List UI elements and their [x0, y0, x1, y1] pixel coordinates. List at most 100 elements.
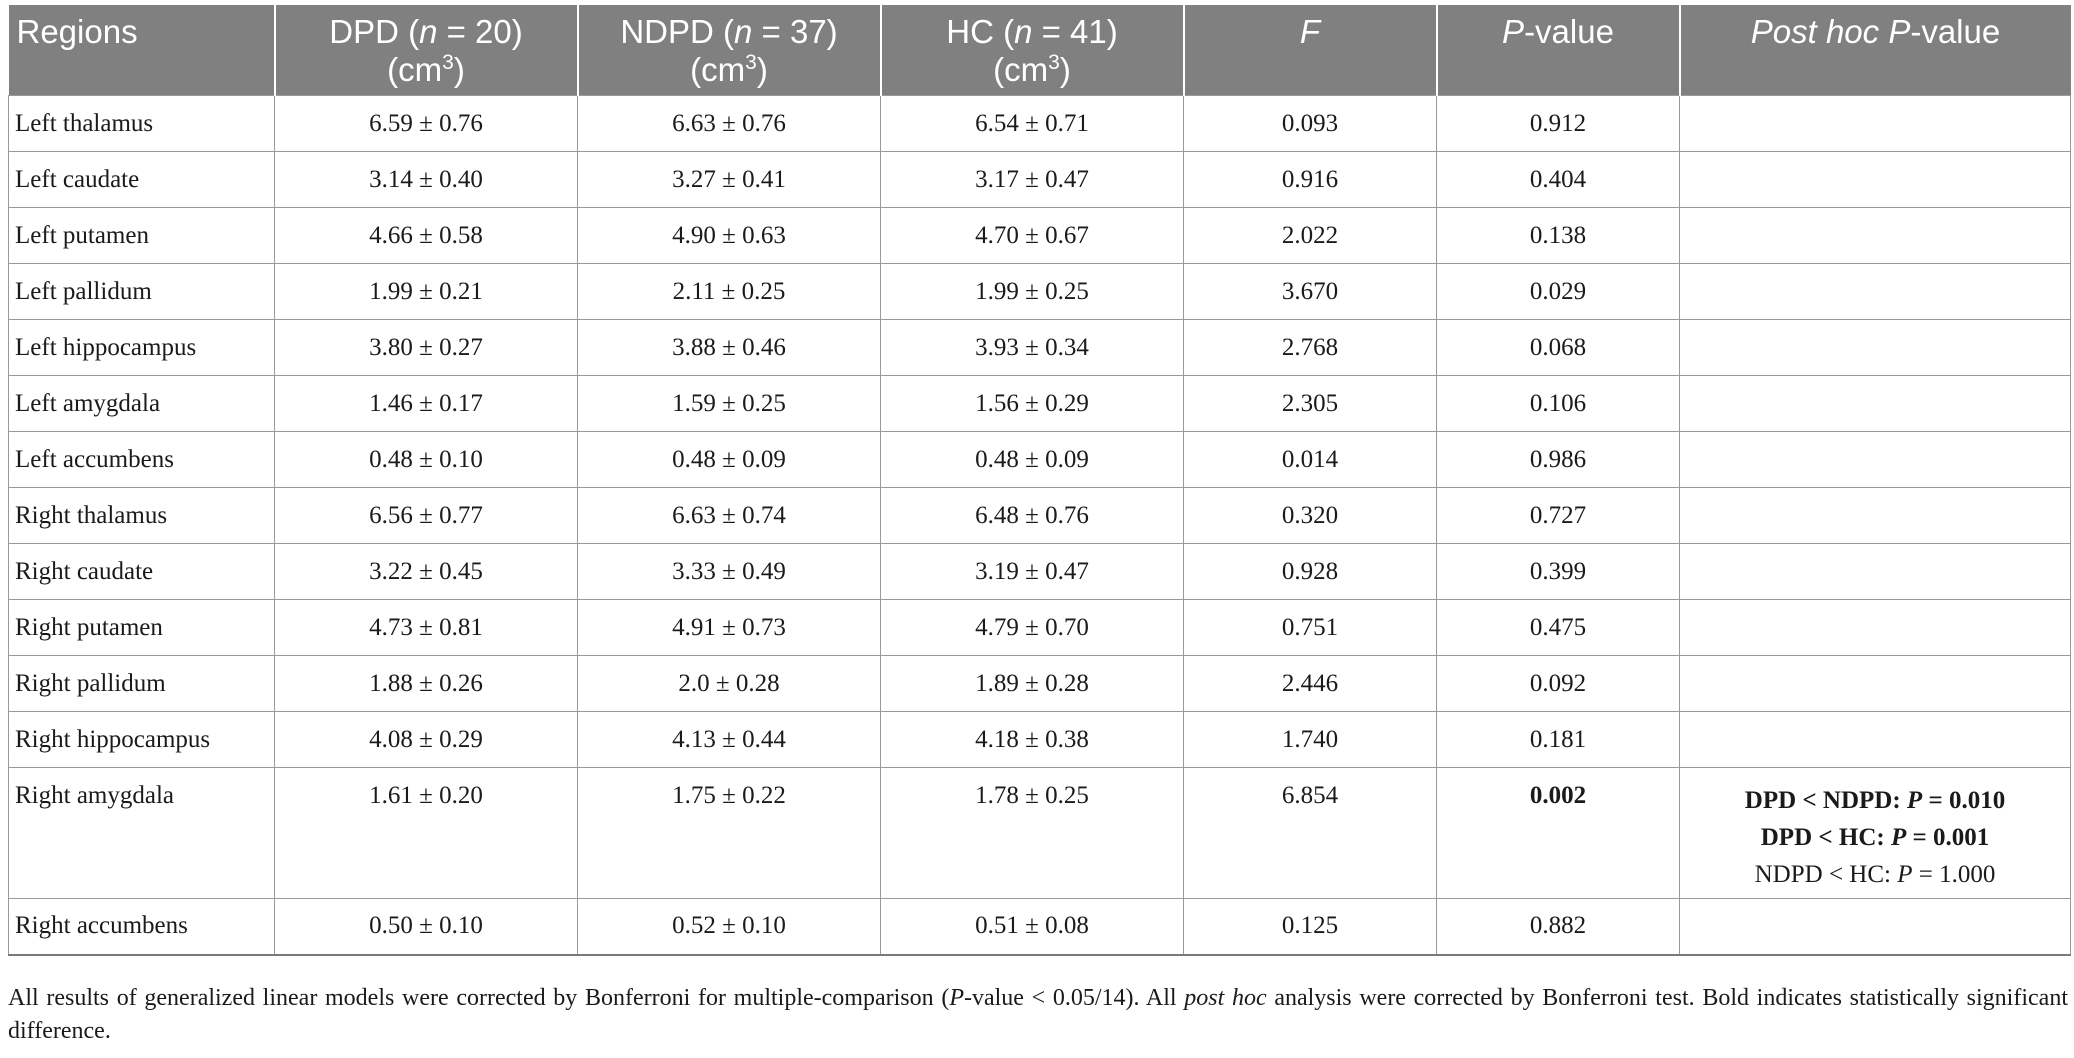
cell-f: 2.768 [1183, 319, 1437, 376]
cell-hc: 1.99 ± 0.25 [880, 263, 1184, 320]
cell-hc: 0.51 ± 0.08 [880, 898, 1184, 956]
header-post-hoc: Post hoc P-value [1679, 5, 2071, 96]
cell-region: Right thalamus [8, 487, 275, 544]
cell-p-value: 0.475 [1436, 599, 1680, 656]
cell-post-hoc [1679, 898, 2071, 956]
cell-ndpd: 4.90 ± 0.63 [577, 207, 881, 264]
cell-hc: 1.78 ± 0.25 [880, 767, 1184, 899]
cell-region: Left pallidum [8, 263, 275, 320]
cell-f: 0.093 [1183, 95, 1437, 152]
cell-p-value: 0.986 [1436, 431, 1680, 488]
cell-post-hoc [1679, 207, 2071, 264]
header-row: Regions DPD (n = 20) (cm3) NDPD (n = 37)… [8, 5, 2071, 96]
cell-dpd: 1.99 ± 0.21 [274, 263, 578, 320]
table-row: Left thalamus 6.59 ± 0.76 6.63 ± 0.76 6.… [8, 95, 2071, 152]
cell-hc: 6.54 ± 0.71 [880, 95, 1184, 152]
table-row: Left putamen 4.66 ± 0.58 4.90 ± 0.63 4.7… [8, 207, 2071, 264]
post-hoc-line: NDPD < HC: P = 1.000 [1754, 861, 1996, 888]
cell-region: Left amygdala [8, 375, 275, 432]
cell-region: Left accumbens [8, 431, 275, 488]
cell-hc: 3.19 ± 0.47 [880, 543, 1184, 600]
cell-post-hoc [1679, 95, 2071, 152]
cell-dpd: 3.22 ± 0.45 [274, 543, 578, 600]
cell-hc: 6.48 ± 0.76 [880, 487, 1184, 544]
cell-f: 2.305 [1183, 375, 1437, 432]
cell-dpd: 0.48 ± 0.10 [274, 431, 578, 488]
cell-post-hoc [1679, 375, 2071, 432]
cell-ndpd: 0.52 ± 0.10 [577, 898, 881, 956]
cell-ndpd: 4.91 ± 0.73 [577, 599, 881, 656]
header-hc: HC (n = 41) (cm3) [880, 5, 1185, 96]
cell-region: Right pallidum [8, 655, 275, 712]
table-row: Left caudate 3.14 ± 0.40 3.27 ± 0.41 3.1… [8, 151, 2071, 208]
table-footnote: All results of generalized linear models… [8, 985, 2068, 1044]
cell-p-value: 0.882 [1436, 898, 1680, 956]
cell-post-hoc [1679, 263, 2071, 320]
cell-region: Right hippocampus [8, 711, 275, 768]
cell-dpd: 0.50 ± 0.10 [274, 898, 578, 956]
cell-post-hoc [1679, 151, 2071, 208]
cell-region: Right accumbens [8, 898, 275, 956]
cell-f: 0.014 [1183, 431, 1437, 488]
cell-p-value: 0.068 [1436, 319, 1680, 376]
cell-f: 0.751 [1183, 599, 1437, 656]
cell-p-value: 0.092 [1436, 655, 1680, 712]
table-row: Right amygdala 1.61 ± 0.20 1.75 ± 0.22 1… [8, 767, 2071, 899]
cell-f: 0.916 [1183, 151, 1437, 208]
cell-post-hoc [1679, 711, 2071, 768]
cell-f: 0.928 [1183, 543, 1437, 600]
cell-p-value: 0.912 [1436, 95, 1680, 152]
table-row: Right pallidum 1.88 ± 0.26 2.0 ± 0.28 1.… [8, 655, 2071, 712]
cell-region: Right putamen [8, 599, 275, 656]
cell-p-value: 0.138 [1436, 207, 1680, 264]
cell-hc: 3.17 ± 0.47 [880, 151, 1184, 208]
cell-p-value: 0.181 [1436, 711, 1680, 768]
results-table-container: Regions DPD (n = 20) (cm3) NDPD (n = 37)… [8, 5, 2071, 956]
cell-hc: 4.79 ± 0.70 [880, 599, 1184, 656]
cell-dpd: 4.66 ± 0.58 [274, 207, 578, 264]
cell-f: 0.320 [1183, 487, 1437, 544]
table-row: Right caudate 3.22 ± 0.45 3.33 ± 0.49 3.… [8, 543, 2071, 600]
cell-post-hoc: DPD < NDPD: P = 0.010 DPD < HC: P = 0.00… [1679, 767, 2071, 899]
cell-ndpd: 4.13 ± 0.44 [577, 711, 881, 768]
table-row: Right thalamus 6.56 ± 0.77 6.63 ± 0.74 6… [8, 487, 2071, 544]
cell-dpd: 4.08 ± 0.29 [274, 711, 578, 768]
cell-region: Left putamen [8, 207, 275, 264]
table-row: Left accumbens 0.48 ± 0.10 0.48 ± 0.09 0… [8, 431, 2071, 488]
cell-ndpd: 2.11 ± 0.25 [577, 263, 881, 320]
cell-hc: 1.89 ± 0.28 [880, 655, 1184, 712]
cell-dpd: 3.14 ± 0.40 [274, 151, 578, 208]
cell-ndpd: 1.75 ± 0.22 [577, 767, 881, 899]
table-row: Right accumbens 0.50 ± 0.10 0.52 ± 0.10 … [8, 898, 2071, 956]
cell-dpd: 1.46 ± 0.17 [274, 375, 578, 432]
cell-region: Right caudate [8, 543, 275, 600]
results-table: Regions DPD (n = 20) (cm3) NDPD (n = 37)… [8, 5, 2071, 956]
cell-post-hoc [1679, 543, 2071, 600]
cell-ndpd: 3.33 ± 0.49 [577, 543, 881, 600]
cell-hc: 4.70 ± 0.67 [880, 207, 1184, 264]
cell-dpd: 1.88 ± 0.26 [274, 655, 578, 712]
cell-hc: 1.56 ± 0.29 [880, 375, 1184, 432]
table-header: Regions DPD (n = 20) (cm3) NDPD (n = 37)… [8, 5, 2071, 96]
table-row: Left pallidum 1.99 ± 0.21 2.11 ± 0.25 1.… [8, 263, 2071, 320]
cell-dpd: 6.56 ± 0.77 [274, 487, 578, 544]
table-body: Left thalamus 6.59 ± 0.76 6.63 ± 0.76 6.… [8, 95, 2071, 956]
cell-p-value: 0.399 [1436, 543, 1680, 600]
table-row: Right hippocampus 4.08 ± 0.29 4.13 ± 0.4… [8, 711, 2071, 768]
cell-region: Left thalamus [8, 95, 275, 152]
cell-post-hoc [1679, 599, 2071, 656]
cell-ndpd: 1.59 ± 0.25 [577, 375, 881, 432]
table-row: Left amygdala 1.46 ± 0.17 1.59 ± 0.25 1.… [8, 375, 2071, 432]
cell-f: 6.854 [1183, 767, 1437, 899]
cell-p-value: 0.029 [1436, 263, 1680, 320]
header-regions: Regions [8, 5, 276, 96]
cell-dpd: 1.61 ± 0.20 [274, 767, 578, 899]
cell-region: Left hippocampus [8, 319, 275, 376]
table-row: Left hippocampus 3.80 ± 0.27 3.88 ± 0.46… [8, 319, 2071, 376]
cell-p-value: 0.106 [1436, 375, 1680, 432]
header-dpd: DPD (n = 20) (cm3) [274, 5, 579, 96]
cell-p-value: 0.404 [1436, 151, 1680, 208]
cell-post-hoc [1679, 487, 2071, 544]
cell-f: 3.670 [1183, 263, 1437, 320]
post-hoc-line: DPD < HC: P = 0.001 [1760, 824, 1990, 851]
